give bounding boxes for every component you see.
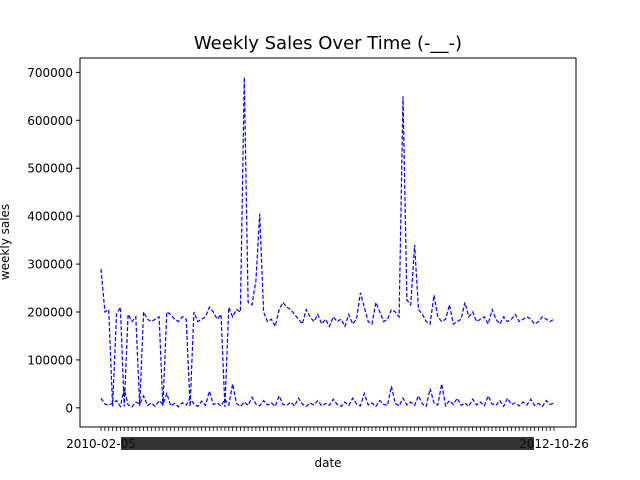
- series-line-2: [100, 383, 555, 408]
- y-tick-label: 500000: [27, 162, 73, 176]
- y-tick-label: 600000: [27, 114, 73, 128]
- x-axis: 2010-02-05 2012-10-26: [66, 427, 589, 451]
- y-tick-label: 700000: [27, 66, 73, 80]
- series-layer: [100, 77, 555, 408]
- x-tick-label-last: 2012-10-26: [519, 437, 589, 451]
- x-axis-label: date: [314, 456, 341, 470]
- y-tick-label: 0: [65, 401, 73, 415]
- y-tick-label: 200000: [27, 305, 73, 319]
- x-tick-label-overlap: [121, 437, 534, 450]
- y-axis: 0 100000 200000 300000 400000 500000 600000 700…: [27, 66, 80, 415]
- y-tick-label: 400000: [27, 210, 73, 224]
- y-axis-label: weekly sales: [0, 204, 12, 280]
- plot-area-frame: [79, 57, 577, 428]
- x-tick-label-first: 2010-02-05: [66, 437, 136, 451]
- y-tick-label: 100000: [27, 353, 73, 367]
- y-tick-label: 300000: [27, 258, 73, 272]
- series-line-1: [100, 77, 555, 407]
- chart-title: Weekly Sales Over Time (-__-): [194, 33, 462, 54]
